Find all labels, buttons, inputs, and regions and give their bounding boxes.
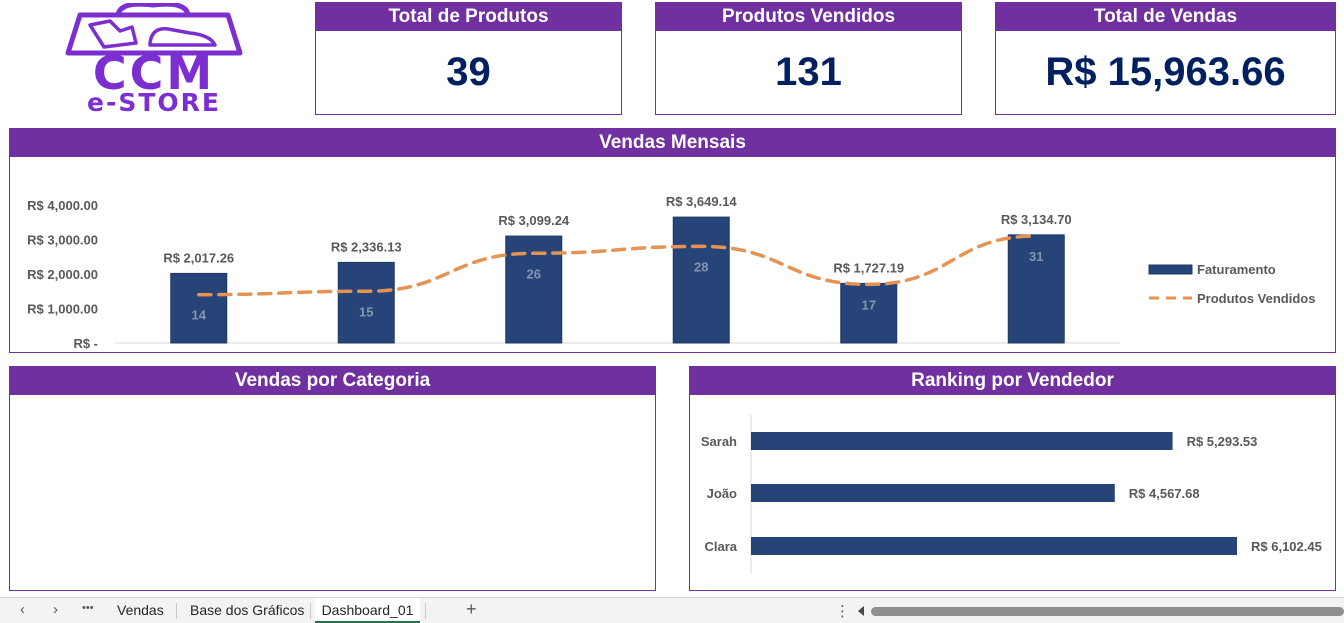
options-icon[interactable]: ⋮ [835, 603, 850, 620]
kpi-total-produtos: Total de Produtos 39 [315, 2, 622, 115]
y-tick-label: R$ - [73, 336, 98, 351]
category-label: Clara [704, 539, 737, 554]
ranking-chart: Sarah R$ 5,293.53 João R$ 4,567.68 Clara R$ 6… [701, 415, 1322, 573]
tab-separator [176, 603, 177, 619]
bar-faturamento [337, 261, 395, 344]
legend-faturamento-swatch [1148, 264, 1193, 275]
bar-vendedor [751, 484, 1115, 502]
scroll-left-icon[interactable] [858, 606, 864, 616]
line-produtos-vendidos [197, 234, 1038, 297]
vendas-mensais-panel: Vendas Mensais R$ 4,000.00 R$ 3,000.00 R$ … [9, 128, 1336, 353]
kpi-value: 131 [775, 50, 842, 94]
bar-data-label: R$ 5,293.53 [1187, 434, 1258, 449]
tab-separator [425, 603, 426, 619]
tab-next-arrow-icon[interactable]: › [53, 601, 58, 618]
bar-data-label: R$ 4,567.68 [1129, 486, 1200, 501]
panel-title: Ranking por Vendedor [690, 367, 1335, 395]
line-data-label: 15 [359, 304, 373, 319]
logo-line1: CCM [93, 46, 215, 100]
bar-data-label: R$ 2,017.26 [163, 250, 234, 265]
kpi-produtos-vendidos: Produtos Vendidos 131 [655, 2, 962, 115]
tab-base-graficos[interactable]: Base dos Gráficos [190, 602, 305, 618]
tab-separator [310, 603, 311, 619]
category-label: João [707, 486, 737, 501]
bar-faturamento [840, 282, 898, 344]
ccm-estore-logo: CCM e-STORE [65, 3, 243, 115]
bar-data-label: R$ 3,649.14 [666, 194, 738, 209]
kpi-title: Total de Produtos [316, 3, 621, 31]
legend-produtos-label: Produtos Vendidos [1197, 291, 1315, 306]
bar-faturamento [170, 272, 228, 344]
tab-dashboard-01[interactable]: Dashboard_01 [315, 598, 420, 623]
legend-faturamento-label: Faturamento [1197, 262, 1276, 277]
vendas-por-categoria-panel: Vendas por Categoria [9, 366, 656, 591]
kpi-title: Total de Vendas [996, 3, 1335, 31]
y-tick-label: R$ 2,000.00 [27, 267, 98, 282]
bar-faturamento [1007, 234, 1065, 344]
add-sheet-icon[interactable]: + [466, 599, 477, 619]
kpi-title: Produtos Vendidos [656, 3, 961, 31]
y-tick-label: R$ 4,000.00 [27, 198, 98, 213]
panel-title: Vendas por Categoria [10, 367, 655, 395]
horizontal-scrollbar[interactable] [871, 607, 1344, 616]
line-data-label: 17 [862, 297, 876, 312]
line-data-label: 14 [192, 308, 207, 323]
bar-data-label: R$ 3,134.70 [1001, 212, 1072, 227]
kpi-total-vendas: Total de Vendas R$ 15,963.66 [995, 2, 1336, 115]
bar-data-label: R$ 3,099.24 [498, 213, 570, 228]
tab-vendas[interactable]: Vendas [117, 602, 164, 618]
kpi-value: R$ 15,963.66 [1045, 50, 1286, 94]
line-data-label: 28 [694, 259, 708, 274]
logo-line2: e-STORE [87, 88, 221, 115]
category-label: Sarah [701, 434, 737, 449]
y-tick-label: R$ 1,000.00 [27, 302, 98, 317]
panel-title: Vendas Mensais [10, 129, 1335, 157]
bar-data-label: R$ 6,102.45 [1251, 539, 1322, 554]
ranking-vendedor-panel: Ranking por Vendedor Sarah R$ 5,293.53 Joã… [689, 366, 1336, 591]
y-tick-label: R$ 3,000.00 [27, 233, 98, 248]
bar-faturamento [672, 216, 730, 344]
bar-vendedor [751, 537, 1237, 555]
line-data-label: 26 [527, 266, 541, 281]
vendas-mensais-chart: R$ 4,000.00 R$ 3,000.00 R$ 2,000.00 R$ 1,00… [27, 194, 1315, 351]
line-data-label: 31 [1029, 249, 1043, 264]
more-tabs-icon[interactable]: ••• [82, 602, 94, 614]
tab-prev-arrow-icon[interactable]: ‹ [20, 601, 25, 618]
bar-data-label: R$ 1,727.19 [833, 260, 904, 275]
bar-vendedor [751, 432, 1173, 450]
kpi-value: 39 [446, 50, 491, 94]
bar-data-label: R$ 2,336.13 [331, 239, 402, 254]
